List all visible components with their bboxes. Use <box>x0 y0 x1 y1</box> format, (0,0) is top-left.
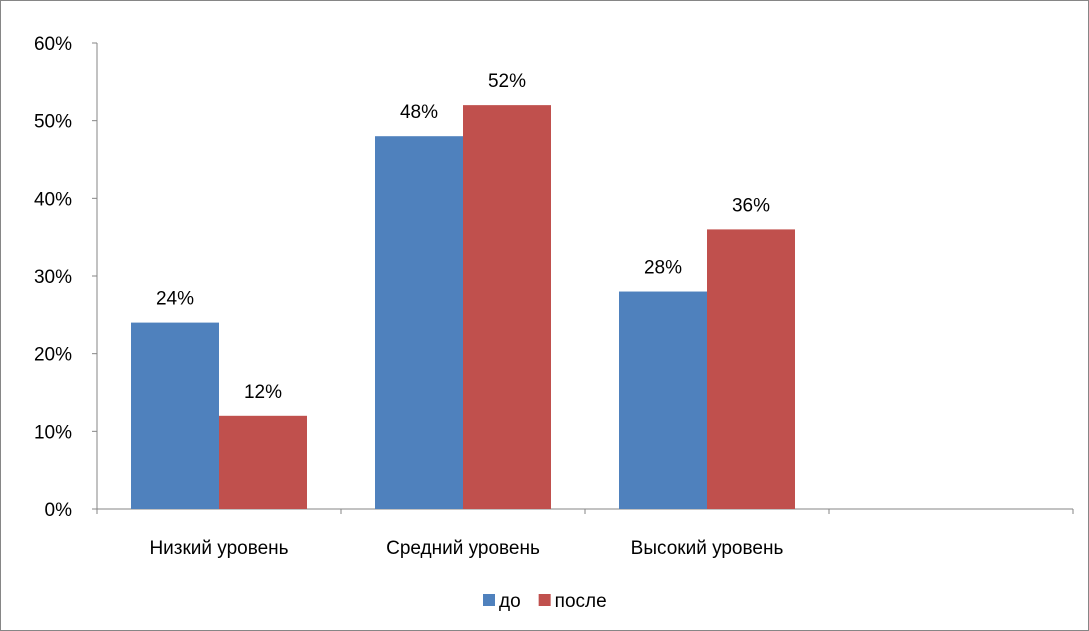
data-label: 36% <box>732 195 770 216</box>
data-label: 52% <box>488 71 526 92</box>
bar <box>375 136 463 509</box>
category-label: Высокий уровень <box>631 538 784 559</box>
y-tick-label: 20% <box>34 345 72 366</box>
y-tick-label: 10% <box>34 422 72 443</box>
bars <box>131 105 795 509</box>
data-label: 28% <box>644 258 682 279</box>
y-tick-labels: 0% 10% 20% 30% 40% 50% 60% <box>34 34 72 521</box>
y-tick-label: 0% <box>45 500 73 521</box>
bar <box>463 105 551 509</box>
category-labels: Низкий уровень Средний уровень Высокий уро… <box>149 538 783 559</box>
data-label: 12% <box>244 382 282 403</box>
category-label: Низкий уровень <box>149 538 288 559</box>
y-tick-label: 40% <box>34 189 72 210</box>
y-tick-label: 60% <box>34 34 72 55</box>
legend-label: после <box>555 591 607 612</box>
y-tick-label: 30% <box>34 267 72 288</box>
legend-swatch <box>538 594 551 606</box>
y-tick-label: 50% <box>34 112 72 133</box>
data-labels: 24% 12% 48% 52% 28% 36% <box>156 71 770 403</box>
bar <box>131 322 219 509</box>
bar <box>707 229 795 509</box>
data-label: 48% <box>400 102 438 123</box>
legend-label: до <box>499 591 521 612</box>
bar <box>619 291 707 509</box>
category-label: Средний уровень <box>386 538 540 559</box>
legend-swatch <box>483 594 495 606</box>
legend: до после <box>483 591 607 612</box>
bar <box>219 415 307 509</box>
data-label: 24% <box>156 289 194 310</box>
